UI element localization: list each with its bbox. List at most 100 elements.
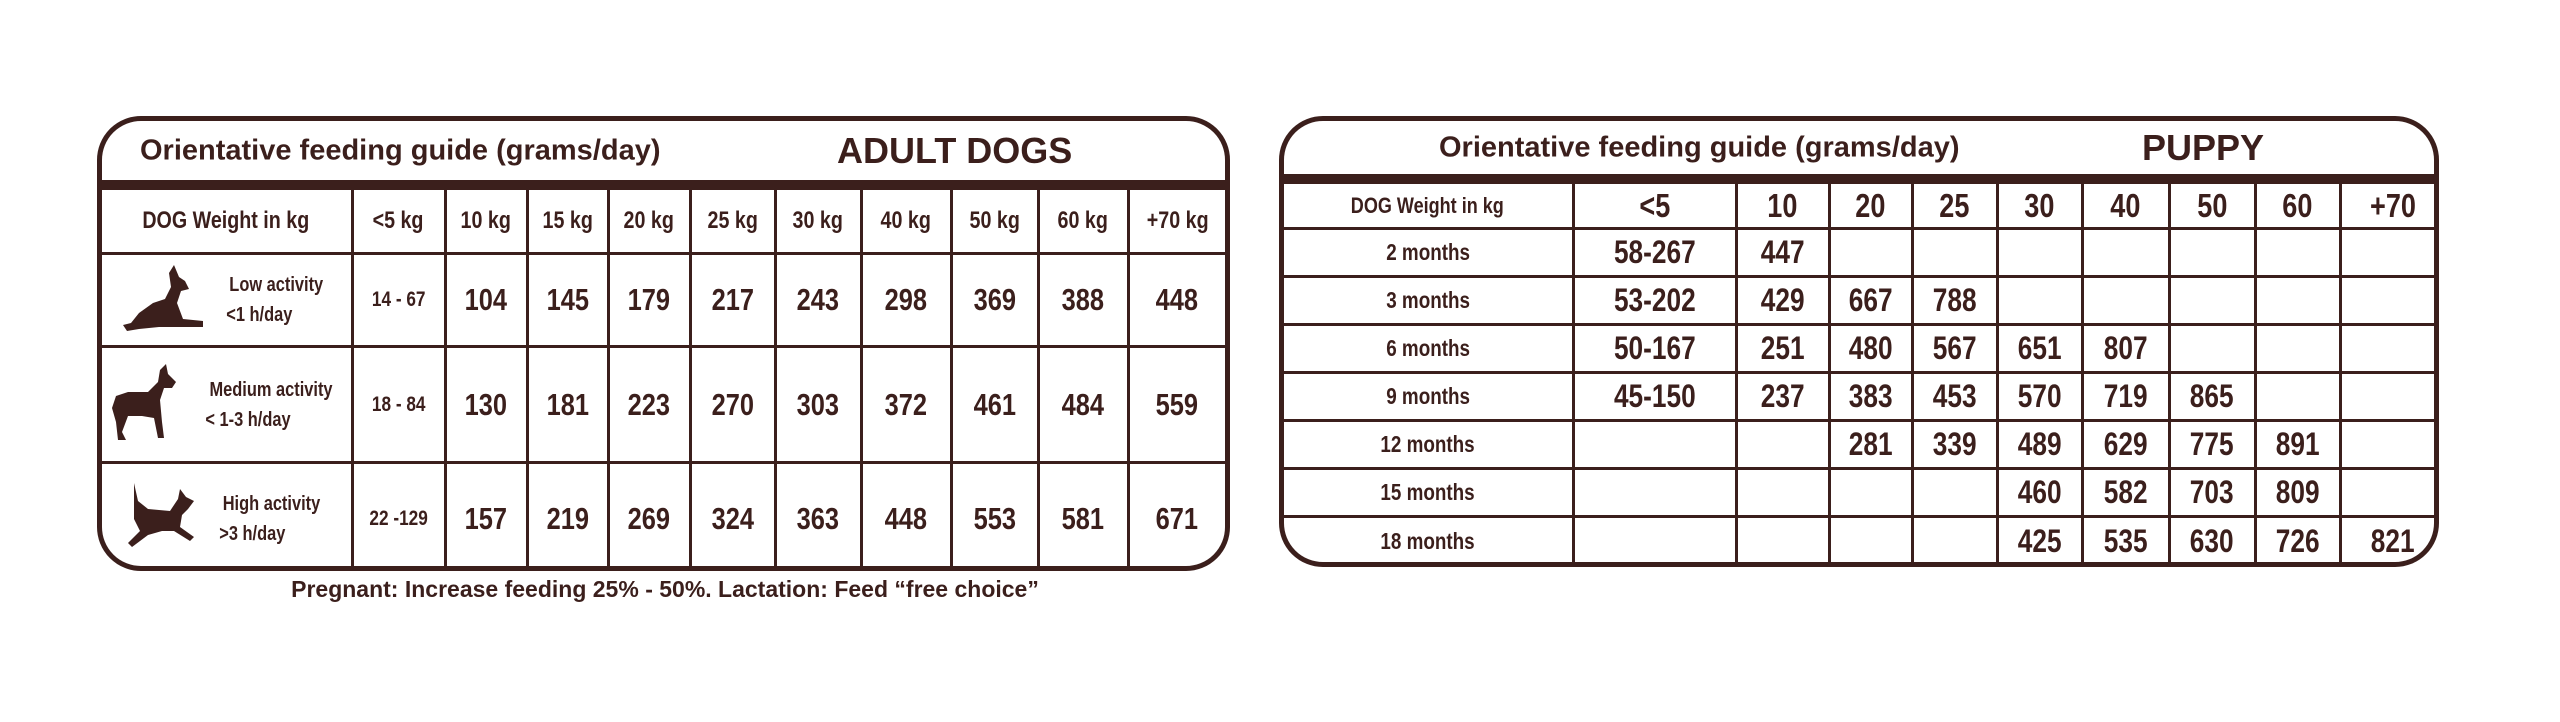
- value-cell: [1827, 467, 1914, 518]
- age-row: 9 months 45-150 237 383 453 570 719 865: [1284, 371, 2434, 422]
- value-cell: 719: [2080, 371, 2171, 422]
- value-cell-text: 50-167: [1613, 330, 1696, 366]
- value-cell: 447: [1734, 227, 1831, 278]
- value-cell: 324: [688, 461, 777, 566]
- activity-row: Low activity <1 h/day 14 - 67 104 145 179 217 2…: [102, 252, 1225, 348]
- value-cell-text: 181: [546, 386, 589, 422]
- weight-column-header: <5 kg: [350, 187, 447, 255]
- value-cell-text: 303: [796, 386, 840, 422]
- value-cell-text: 535: [2103, 522, 2148, 559]
- value-cell: 383: [1827, 371, 1914, 422]
- activity-row: Medium activity < 1-3 h/day 18 - 84 130 181 2…: [102, 345, 1225, 464]
- puppy-section-title: PUPPY: [2142, 126, 2265, 168]
- weight-column-header: 30 kg: [773, 187, 863, 255]
- value-cell: [2338, 467, 2434, 518]
- value-cell: 104: [443, 252, 529, 348]
- weight-column-header-text: 30 kg: [792, 207, 844, 234]
- value-cell-text: 45-150: [1613, 378, 1696, 414]
- value-cell: 703: [2167, 467, 2257, 518]
- activity-label: High activity: [222, 492, 321, 515]
- value-cell-text: 104: [464, 282, 508, 317]
- weight-column-header: 30: [1995, 181, 2084, 230]
- value-cell: 726: [2253, 515, 2342, 562]
- value-cell-text: 369: [973, 282, 1016, 317]
- value-cell: 372: [859, 345, 953, 464]
- weight-column-header: 40 kg: [859, 187, 953, 255]
- value-cell-text: 217: [711, 282, 754, 317]
- value-cell-text: 425: [2017, 522, 2062, 559]
- value-cell: 45-150: [1571, 371, 1738, 422]
- value-cell: 448: [1126, 252, 1225, 348]
- value-cell-text: 448: [1156, 282, 1199, 317]
- weight-column-header-text: 60: [2282, 186, 2313, 224]
- age-label: 15 months: [1284, 467, 1575, 518]
- value-cell: [1734, 467, 1831, 518]
- value-cell-text: 582: [2103, 474, 2148, 510]
- value-cell: 181: [525, 345, 610, 464]
- weight-column-header-text: +70 kg: [1146, 207, 1209, 234]
- puppy-title-bar: Orientative feeding guide (grams/day) PU…: [1284, 121, 2434, 181]
- weight-column-header: +70: [2338, 181, 2434, 230]
- value-cell-text: 581: [1061, 500, 1105, 536]
- age-label-text: 18 months: [1380, 527, 1475, 554]
- weight-column-header: 10 kg: [443, 187, 529, 255]
- weight-column-header-text: <5 kg: [373, 207, 424, 234]
- value-cell-text: 775: [2190, 426, 2234, 462]
- value-cell: [1995, 227, 2084, 278]
- value-cell: 363: [773, 461, 863, 566]
- range-cell: 22 -129: [350, 461, 447, 566]
- value-cell: 281: [1827, 419, 1914, 470]
- value-cell-text: 270: [711, 386, 754, 422]
- weight-column-header: 40: [2080, 181, 2171, 230]
- value-cell-text: 630: [2190, 522, 2234, 559]
- value-cell: [2167, 323, 2257, 374]
- value-cell: [2338, 371, 2434, 422]
- value-cell: 251: [1734, 323, 1831, 374]
- age-label-text: 6 months: [1385, 335, 1470, 361]
- value-cell: 50-167: [1571, 323, 1738, 374]
- value-cell: [1571, 515, 1738, 562]
- weight-column-header-text: 30: [2024, 186, 2055, 224]
- value-cell: 58-267: [1571, 227, 1738, 278]
- adult-section-title: ADULT DOGS: [837, 129, 1073, 171]
- age-label: 2 months: [1284, 227, 1575, 278]
- value-cell: 553: [949, 461, 1040, 566]
- weight-column-header-text: 20 kg: [623, 207, 675, 234]
- value-cell: [2338, 323, 2434, 374]
- value-cell-text: 157: [464, 500, 508, 536]
- activity-cell: Low activity <1 h/day: [102, 252, 354, 348]
- range-cell-text: 18 - 84: [371, 392, 426, 416]
- value-cell-text: 383: [1848, 378, 1893, 414]
- weight-column-header-text: 25 kg: [707, 207, 758, 234]
- value-cell-text: 567: [1932, 330, 1977, 366]
- value-cell-text: 570: [2017, 378, 2062, 414]
- value-cell-text: 448: [884, 500, 928, 536]
- value-cell: 559: [1126, 345, 1225, 464]
- weight-column-header: +70 kg: [1126, 187, 1225, 255]
- age-row: 15 months 460 582 703 809: [1284, 467, 2434, 518]
- adult-table-grid: DOG Weight in kg <5 kg 10 kg 15 kg 20 kg 25 k…: [102, 187, 1225, 566]
- lying-dog-icon: [119, 263, 209, 338]
- age-row: 3 months 53-202 429 667 788: [1284, 275, 2434, 326]
- value-cell: [1734, 515, 1831, 562]
- value-cell: 629: [2080, 419, 2171, 470]
- value-cell-text: 363: [796, 500, 840, 536]
- value-cell: 567: [1910, 323, 1999, 374]
- value-cell-text: 53-202: [1613, 282, 1696, 318]
- value-cell: [2338, 419, 2434, 470]
- weight-column-header-text: 15 kg: [542, 207, 593, 234]
- value-cell: [2167, 275, 2257, 326]
- weight-column-header: 25 kg: [688, 187, 777, 255]
- weight-column-header: 20 kg: [606, 187, 692, 255]
- age-label: 12 months: [1284, 419, 1575, 470]
- value-cell: [1827, 227, 1914, 278]
- weight-column-header: 15 kg: [525, 187, 610, 255]
- value-cell-text: 269: [627, 500, 671, 536]
- value-cell: 535: [2080, 515, 2171, 562]
- weight-header-label-text: DOG Weight in kg: [142, 207, 310, 234]
- activity-duration: < 1-3 h/day: [205, 408, 291, 431]
- weight-column-header-text: 50: [2196, 186, 2228, 224]
- value-cell-text: 298: [884, 282, 928, 317]
- value-cell: [2167, 227, 2257, 278]
- value-cell-text: 629: [2103, 426, 2148, 462]
